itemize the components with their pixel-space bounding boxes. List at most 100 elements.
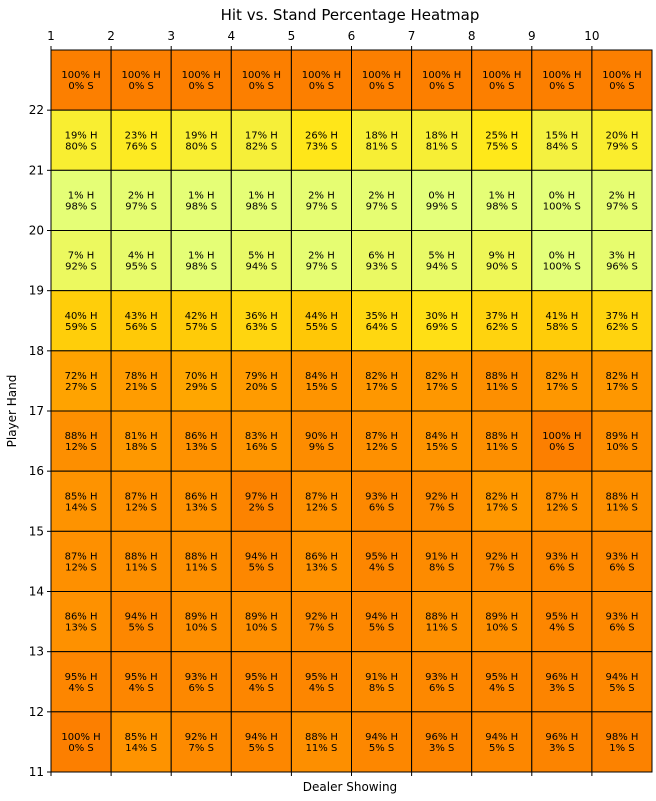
cell-hit-label: 100% H xyxy=(182,70,221,81)
cell-hit-label: 92% H xyxy=(185,732,218,743)
cell-hit-label: 93% H xyxy=(605,551,638,562)
cell-hit-label: 89% H xyxy=(605,431,638,442)
heatmap-cell xyxy=(110,530,172,592)
cell-hit-label: 82% H xyxy=(605,371,638,382)
heatmap-cell xyxy=(50,410,112,472)
cell-stand-label: 20% S xyxy=(245,382,277,393)
heatmap-cell xyxy=(110,470,172,532)
cell-stand-label: 97% S xyxy=(306,201,338,212)
heatmap-cell xyxy=(290,651,352,713)
cell-hit-label: 0% H xyxy=(549,251,576,262)
cell-stand-label: 17% S xyxy=(546,382,578,393)
cell-hit-label: 95% H xyxy=(305,672,338,683)
cell-hit-label: 100% H xyxy=(242,70,281,81)
cell-stand-label: 7% S xyxy=(309,623,334,634)
cell-stand-label: 76% S xyxy=(125,141,157,152)
cell-hit-label: 100% H xyxy=(362,70,401,81)
cell-hit-label: 0% H xyxy=(549,190,576,201)
heatmap-cell xyxy=(411,109,473,171)
y-tick-label: 14 xyxy=(29,585,44,599)
cell-stand-label: 6% S xyxy=(609,562,634,573)
cell-stand-label: 97% S xyxy=(606,201,638,212)
cell-hit-label: 88% H xyxy=(425,612,458,623)
cell-hit-label: 100% H xyxy=(602,70,641,81)
heatmap-cell xyxy=(170,290,232,352)
cell-hit-label: 87% H xyxy=(545,491,578,502)
cell-stand-label: 0% S xyxy=(128,81,153,92)
cell-hit-label: 87% H xyxy=(65,551,98,562)
cell-stand-label: 6% S xyxy=(189,683,214,694)
y-tick-label: 16 xyxy=(29,464,44,478)
cell-stand-label: 11% S xyxy=(426,623,458,634)
cell-hit-label: 7% H xyxy=(68,251,95,262)
cell-stand-label: 81% S xyxy=(426,141,458,152)
heatmap-cell xyxy=(471,651,533,713)
cell-stand-label: 14% S xyxy=(125,743,157,754)
cell-stand-label: 0% S xyxy=(609,81,634,92)
heatmap-cell xyxy=(471,711,533,773)
cell-stand-label: 0% S xyxy=(429,81,454,92)
cell-stand-label: 0% S xyxy=(489,81,514,92)
heatmap-cell xyxy=(290,711,352,773)
heatmap-cell xyxy=(351,591,413,653)
heatmap-cell xyxy=(351,230,413,292)
heatmap-cell xyxy=(471,591,533,653)
cell-hit-label: 18% H xyxy=(425,130,458,141)
cell-hit-label: 15% H xyxy=(545,130,578,141)
cell-stand-label: 14% S xyxy=(65,502,97,513)
heatmap-cell xyxy=(290,591,352,653)
heatmap-cell xyxy=(471,169,533,231)
cell-hit-label: 90% H xyxy=(305,431,338,442)
x-tick-label: 1 xyxy=(47,29,55,43)
cell-stand-label: 93% S xyxy=(366,262,398,273)
cell-hit-label: 82% H xyxy=(545,371,578,382)
heatmap-cell xyxy=(471,410,533,472)
heatmap-cell xyxy=(230,651,292,713)
cell-stand-label: 5% S xyxy=(249,743,274,754)
cell-hit-label: 1% H xyxy=(248,190,275,201)
heatmap-cell xyxy=(471,109,533,171)
cell-stand-label: 18% S xyxy=(125,442,157,453)
cell-stand-label: 6% S xyxy=(429,683,454,694)
cell-hit-label: 94% H xyxy=(125,612,158,623)
cell-stand-label: 11% S xyxy=(486,382,518,393)
y-tick-label: 19 xyxy=(29,284,44,298)
cell-stand-label: 80% S xyxy=(185,141,217,152)
x-tick-label: 9 xyxy=(528,29,536,43)
cell-stand-label: 96% S xyxy=(606,262,638,273)
x-tick-label: 3 xyxy=(167,29,175,43)
heatmap-cell xyxy=(471,49,533,111)
cell-hit-label: 37% H xyxy=(605,311,638,322)
heatmap-cell xyxy=(531,230,593,292)
cell-stand-label: 95% S xyxy=(125,262,157,273)
cell-stand-label: 98% S xyxy=(185,201,217,212)
cell-hit-label: 2% H xyxy=(368,190,395,201)
heatmap-cell xyxy=(290,530,352,592)
cell-stand-label: 17% S xyxy=(426,382,458,393)
heatmap-cell xyxy=(531,530,593,592)
cell-hit-label: 91% H xyxy=(365,672,398,683)
cell-hit-label: 95% H xyxy=(65,672,98,683)
heatmap-cell xyxy=(591,711,653,773)
cell-hit-label: 95% H xyxy=(245,672,278,683)
cell-stand-label: 13% S xyxy=(185,502,217,513)
cell-stand-label: 6% S xyxy=(369,502,394,513)
heatmap-cell xyxy=(110,290,172,352)
heatmap-cell xyxy=(531,470,593,532)
cell-stand-label: 98% S xyxy=(245,201,277,212)
cell-stand-label: 4% S xyxy=(128,683,153,694)
cell-stand-label: 99% S xyxy=(426,201,458,212)
cell-stand-label: 4% S xyxy=(68,683,93,694)
cell-hit-label: 85% H xyxy=(65,491,98,502)
heatmap-cell xyxy=(290,169,352,231)
cell-hit-label: 93% H xyxy=(425,672,458,683)
heatmap-cell xyxy=(531,591,593,653)
cell-hit-label: 100% H xyxy=(61,732,100,743)
cell-stand-label: 8% S xyxy=(369,683,394,694)
x-tick-label: 5 xyxy=(288,29,296,43)
y-tick-label: 12 xyxy=(29,705,44,719)
cell-hit-label: 94% H xyxy=(365,732,398,743)
cell-stand-label: 6% S xyxy=(549,562,574,573)
cell-hit-label: 88% H xyxy=(185,551,218,562)
